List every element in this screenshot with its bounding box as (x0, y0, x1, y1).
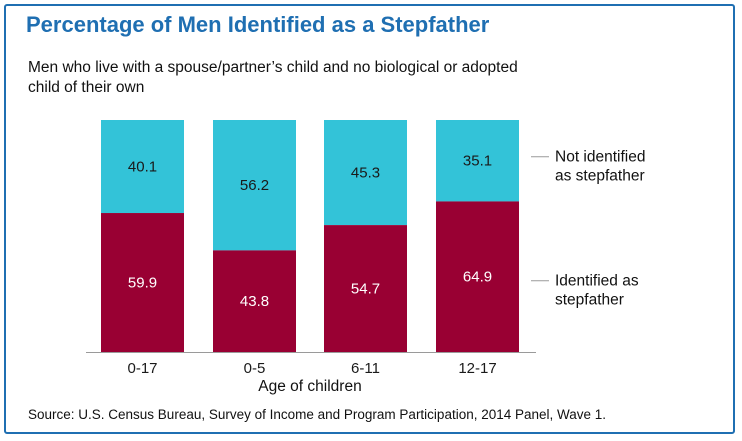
bar-identified-12-17 (436, 201, 519, 352)
chart-frame (4, 4, 735, 434)
x-tick-label-6-11: 6-11 (351, 360, 380, 377)
data-label-identified-0-5: 43.8 (240, 293, 269, 310)
bar-not-identified-0-5 (213, 120, 296, 251)
x-tick-label-12-17: 12-17 (458, 360, 496, 377)
data-label-identified-6-11: 54.7 (351, 281, 380, 298)
bar-not-identified-6-11 (324, 120, 407, 226)
x-axis-label: Age of children (258, 378, 361, 395)
data-label-not-identified-0-17: 40.1 (128, 159, 157, 176)
bar-not-identified-0-17 (101, 120, 184, 214)
bar-identified-6-11 (324, 225, 407, 352)
bar-identified-0-17 (101, 213, 184, 352)
data-label-not-identified-12-17: 35.1 (463, 153, 492, 170)
chart-title: Percentage of Men Identified as a Stepfa… (26, 12, 490, 37)
legend-not-identified-line-2: as stepfather (555, 168, 645, 185)
bar-identified-0-5 (213, 250, 296, 352)
legend-identified-line-2: stepfather (555, 292, 624, 309)
data-label-identified-12-17: 64.9 (463, 269, 492, 286)
source-note: Source: U.S. Census Bureau, Survey of In… (28, 407, 607, 422)
legend-identified-line-1: Identified as (555, 273, 639, 290)
legend-not-identified-line-1: Not identified (555, 149, 645, 166)
x-tick-label-0-17: 0-17 (127, 360, 157, 377)
bar-not-identified-12-17 (436, 120, 519, 202)
data-label-identified-0-17: 59.9 (128, 275, 157, 292)
x-tick-label-0-5: 0-5 (244, 360, 266, 377)
chart-subtitle: Men who live with a spouse/partner’s chi… (28, 59, 518, 96)
data-label-not-identified-0-5: 56.2 (240, 177, 269, 194)
data-label-not-identified-6-11: 45.3 (351, 165, 380, 182)
